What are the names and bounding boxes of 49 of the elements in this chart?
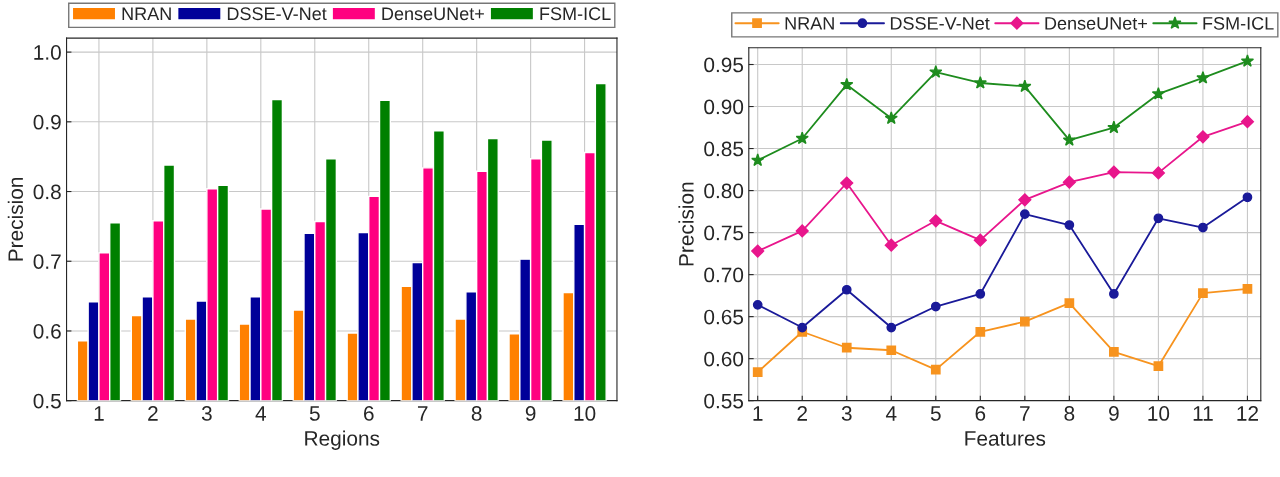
y-tick-label: 0.75 bbox=[704, 225, 744, 241]
x-tick-label: 2 bbox=[797, 406, 807, 421]
x-tick-label: 3 bbox=[841, 406, 852, 421]
legend-label: DSSE-V-Net bbox=[890, 16, 990, 30]
x-tick-label: 12 bbox=[1237, 406, 1258, 421]
y-tick-label: 0.85 bbox=[704, 141, 744, 157]
x-tick-label: 1 bbox=[94, 406, 104, 421]
x-tick-label: 8 bbox=[471, 406, 482, 421]
legend-label: FSM-ICL bbox=[1203, 16, 1274, 30]
x-tick-label: 9 bbox=[1109, 406, 1119, 421]
x-tick-label: 6 bbox=[364, 406, 374, 421]
legend-label: NRAN bbox=[785, 17, 834, 30]
x-tick-label: 6 bbox=[975, 406, 986, 421]
y-tick-label: 0.6 bbox=[33, 323, 61, 339]
y-tick-label: 0.5 bbox=[33, 393, 61, 409]
y-tick-label: 0.95 bbox=[704, 57, 744, 73]
x-tick-label: 2 bbox=[148, 406, 158, 421]
x-axis-title: Features bbox=[965, 431, 1046, 446]
legend-label: DenseUNet+ bbox=[382, 7, 484, 21]
x-tick-label: 5 bbox=[930, 406, 941, 421]
y-tick-label: 0.7 bbox=[33, 254, 61, 269]
y-tick-label: 0.9 bbox=[33, 114, 61, 130]
y-tick-label: 0.55 bbox=[704, 393, 744, 409]
x-tick-label: 11 bbox=[1193, 406, 1213, 421]
y-axis-title: Precision bbox=[7, 177, 24, 261]
y-tick-label: 0.60 bbox=[704, 351, 744, 367]
x-tick-label: 5 bbox=[309, 406, 320, 421]
legend-label: DenseUNet+ bbox=[1045, 17, 1147, 30]
x-tick-label: 10 bbox=[574, 406, 596, 421]
legend-label: DSSE-V-Net bbox=[227, 7, 327, 21]
y-tick-label: 0.65 bbox=[704, 309, 744, 325]
y-tick-label: 0.90 bbox=[704, 99, 744, 115]
x-tick-label: 3 bbox=[201, 406, 212, 421]
x-tick-label: 7 bbox=[1020, 406, 1030, 421]
x-axis-title: Regions bbox=[305, 430, 380, 450]
x-tick-label: 9 bbox=[525, 406, 536, 421]
x-tick-label: 4 bbox=[885, 406, 897, 421]
y-tick-label: 0.70 bbox=[704, 267, 744, 283]
x-tick-label: 8 bbox=[1064, 406, 1075, 421]
x-tick-label: 7 bbox=[417, 406, 428, 421]
y-tick-label: 1.0 bbox=[34, 45, 61, 60]
legend-label: FSM-ICL bbox=[540, 7, 611, 21]
x-tick-label: 10 bbox=[1148, 406, 1170, 421]
y-tick-label: 0.80 bbox=[704, 183, 744, 199]
x-tick-label: 4 bbox=[255, 406, 266, 421]
y-tick-label: 0.8 bbox=[33, 184, 61, 200]
x-tick-label: 1 bbox=[753, 406, 763, 421]
y-axis-title: Precision bbox=[678, 182, 694, 266]
legend-label: NRAN bbox=[122, 7, 171, 20]
